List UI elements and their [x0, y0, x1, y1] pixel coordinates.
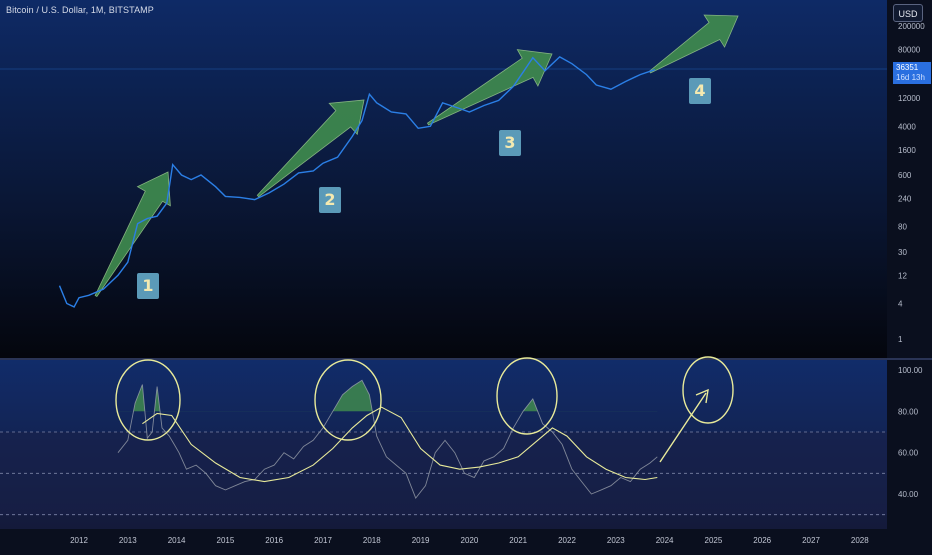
price-axis-tick: 200000: [898, 22, 925, 31]
time-axis-tick: 2021: [509, 536, 527, 545]
peak-circle-3: [496, 357, 558, 435]
peak-circle-1: [115, 359, 181, 441]
time-axis-tick: 2018: [363, 536, 381, 545]
price-axis-tick: 1600: [898, 146, 916, 155]
price-series-line: [58, 56, 656, 308]
last-price-value: 36351: [896, 63, 919, 72]
price-axis-tick: 1: [898, 335, 903, 344]
forecast-arrow-shaft: [659, 392, 707, 463]
wave-label-3: 3: [499, 130, 521, 156]
rsi-moving-average-line: [142, 406, 658, 483]
rsi-axis-tick: 60.00: [898, 449, 919, 458]
rsi-series-line: [117, 379, 658, 499]
time-axis-tick: 2028: [851, 536, 869, 545]
wave-label-4: 4: [689, 78, 711, 104]
price-axis-tick: 4000: [898, 122, 916, 131]
cycle-arrow-4: [648, 14, 739, 74]
peak-circle-2: [314, 359, 382, 441]
price-axis-tick: 12: [898, 271, 907, 280]
price-axis-tick: 4: [898, 299, 903, 308]
cycle-arrow-2: [256, 99, 365, 198]
price-axis-tick: 30: [898, 248, 907, 257]
peak-circle-4: [682, 356, 734, 424]
price-axis-tick: 12000: [898, 94, 921, 103]
currency-button[interactable]: USD: [893, 4, 923, 22]
time-axis-tick: 2024: [656, 536, 674, 545]
last-price-tag: 36351 16d 13h: [893, 62, 931, 84]
cycle-arrow-1: [94, 171, 171, 298]
price-axis-tick: 80: [898, 223, 907, 232]
price-axis-tick: 240: [898, 194, 912, 203]
time-axis-tick: 2016: [265, 536, 283, 545]
time-axis-tick: 2017: [314, 536, 332, 545]
time-axis-tick: 2023: [607, 536, 625, 545]
time-axis-tick: 2013: [119, 536, 137, 545]
time-axis-tick: 2027: [802, 536, 820, 545]
price-axis-tick: 600: [898, 171, 912, 180]
time-axis-tick: 2020: [461, 536, 479, 545]
time-axis-tick: 2012: [70, 536, 88, 545]
time-axis-tick: 2015: [217, 536, 235, 545]
time-axis-tick: 2014: [168, 536, 186, 545]
wave-label-1: 1: [137, 273, 159, 299]
rsi-axis-tick: 80.00: [898, 407, 919, 416]
wave-label-2: 2: [319, 187, 341, 213]
time-axis-tick: 2026: [753, 536, 771, 545]
chart-title: Bitcoin / U.S. Dollar, 1M, BITSTAMP: [6, 5, 154, 15]
time-axis-tick: 2019: [412, 536, 430, 545]
rsi-axis-tick: 40.00: [898, 490, 919, 499]
forecast-arrow-head: [695, 388, 709, 404]
price-axis-tick: 80000: [898, 45, 921, 54]
cycle-arrow-3: [426, 49, 553, 126]
bar-countdown: 16d 13h: [896, 73, 925, 82]
time-axis-tick: 2022: [558, 536, 576, 545]
rsi-axis-tick: 100.00: [898, 366, 923, 375]
time-axis-tick: 2025: [705, 536, 723, 545]
